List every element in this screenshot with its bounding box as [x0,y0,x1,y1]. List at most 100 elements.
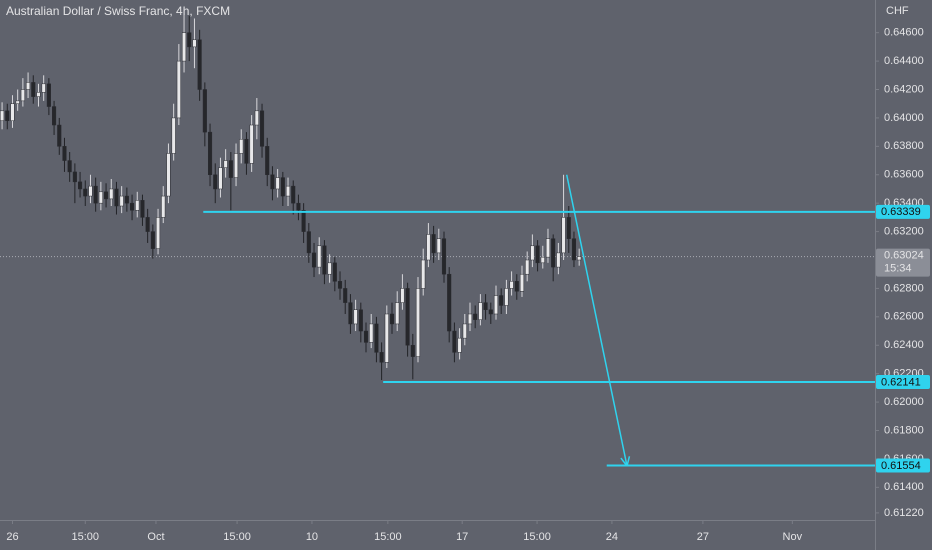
candle-body [556,252,561,268]
candle-body [467,313,473,325]
candle-body [483,302,488,310]
candle-body [421,259,426,289]
candle-body [202,89,207,133]
candle-body [31,82,36,97]
candle-body [207,131,213,176]
candle-body [228,160,233,178]
x-tick-label: 15:00 [523,531,551,543]
candle-body [369,323,374,343]
candle-body [452,330,457,353]
y-tick-label: 0.63200 [884,225,924,237]
candle-body [301,210,306,232]
candle-body [41,83,46,93]
candle-body [176,60,181,119]
y-tick-label: 0.63600 [884,169,924,181]
y-tick-label: 0.64200 [884,83,924,95]
current-price-label: 0.63024 [884,249,924,261]
candle-body [410,344,415,357]
x-tick-label: 15:00 [374,531,402,543]
y-tick-label: 0.61220 [884,507,924,519]
candle-body [353,309,358,325]
candle-body [52,106,57,126]
candle-body [78,181,83,190]
candle-body [426,234,431,261]
candle-body [478,302,483,320]
x-tick-label: 24 [606,531,618,543]
candle-body [317,245,322,268]
candle-body [140,200,145,218]
candle-body [88,185,93,197]
candle-body [156,217,161,249]
candle-body [218,167,223,190]
candle-body [254,110,259,126]
candle-body [577,256,582,261]
candle-body [291,185,296,204]
candle-body [519,273,525,292]
x-tick-label: 27 [697,531,709,543]
candle-body [395,302,400,325]
candle-body [244,138,249,164]
arrow-shaft [565,174,628,467]
candle-body [509,281,514,289]
candle-body [514,281,519,292]
y-tick-label: 0.61800 [884,424,924,436]
candle-body [379,352,384,363]
candle-body [10,103,15,122]
candle-body [145,217,150,232]
candle-body [192,39,197,48]
candle-body [5,110,10,122]
candle-body [374,323,379,353]
candle-body [525,259,530,275]
candle-body [67,160,72,173]
candle-body [171,117,176,154]
candle-body [213,174,218,190]
candle-body [15,100,20,104]
candle-body [545,238,551,258]
candle-body [109,188,114,200]
candle-body [280,177,285,197]
candle-body [197,39,202,90]
current-price-box [876,248,930,277]
x-tick-label: 15:00 [223,531,251,543]
candle-body [20,89,25,102]
candle-body [540,256,545,264]
candle-body [389,313,395,325]
candle-body [561,217,566,254]
candle-body [135,200,140,211]
candle-body [57,124,62,147]
candle-body [358,309,363,332]
countdown-label: 15:34 [884,262,912,274]
y-tick-label: 0.61400 [884,481,924,493]
candle-body [72,171,77,183]
currency-label: CHF [886,5,909,17]
candle-body [322,245,327,275]
candle-body [130,202,135,211]
candle-body [275,177,280,190]
candle-body [161,195,166,218]
candle-body [0,110,5,122]
candle-body [488,309,493,315]
y-tick-label: 0.64400 [884,55,924,67]
candle-body [98,191,103,204]
arrow-head [620,457,628,467]
x-tick-label: Oct [147,531,164,543]
candle-body [332,262,337,282]
candle-body [311,252,317,268]
candle-body [363,330,369,343]
arrow-head [626,456,631,467]
x-tick-label: 26 [6,531,18,543]
candle-body [337,281,343,289]
candle-body [36,92,41,97]
candle-body [124,195,129,204]
candle-body [535,245,540,264]
candle-body [166,153,171,197]
x-tick-label: 17 [456,531,468,543]
candle-body [493,295,499,315]
candle-body [473,313,478,320]
candle-body [187,32,192,48]
candle-body [504,288,509,306]
level-label-box [876,458,930,473]
candle-body [348,302,353,325]
x-tick-label: 15:00 [71,531,99,543]
